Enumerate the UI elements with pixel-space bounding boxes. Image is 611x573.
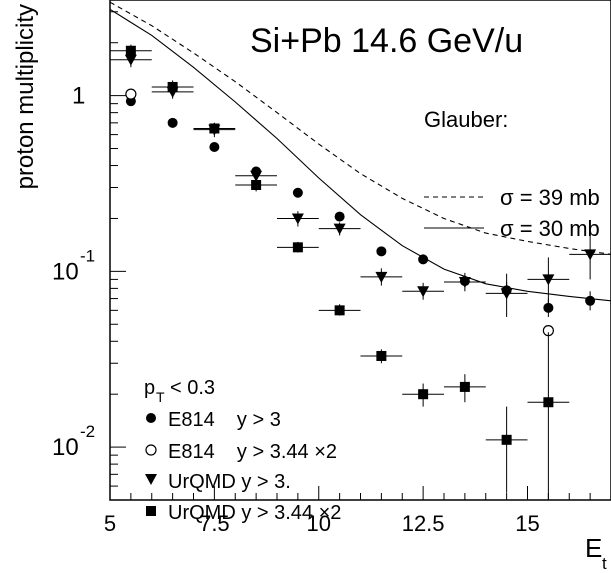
glauber-legend-entry-39mb: σ = 39 mb (500, 185, 600, 210)
filled-circle-point (418, 254, 429, 265)
filled-square-point (459, 381, 470, 392)
glauber-legend-entry-30mb: σ = 30 mb (500, 216, 600, 241)
filled-square-point (292, 242, 303, 253)
filled-triangle-down-point (375, 271, 388, 283)
filled-circle-point (376, 246, 387, 257)
glauber-curves (109, 1, 611, 302)
x-tick-label: 10 (307, 511, 331, 536)
y-tick-label: 10 (52, 258, 79, 285)
filled-triangle-down-point (417, 286, 430, 298)
filled-square-point (334, 305, 345, 316)
filled-triangle-down-point (333, 223, 346, 235)
y-tick-label: 1 (72, 83, 85, 110)
legend-label-urqmd-y3: UrQMD y > 3. (168, 471, 291, 493)
glauber-legend: Glauber: σ = 39 mb σ = 30 mb (424, 107, 600, 241)
pt-cut-subscript: T (156, 389, 165, 405)
filled-square-point (209, 123, 220, 134)
filled-square-point (501, 434, 512, 445)
legend-label-e814-y344: E814 y > 3.44 ×2 (168, 441, 337, 463)
y-tick-label: 10 (52, 434, 79, 461)
legend-marker-open-circle (145, 444, 157, 456)
glauber-legend-header: Glauber: (424, 107, 508, 132)
legend-marker-filled-square (146, 506, 156, 516)
x-tick-label: 15 (515, 511, 539, 536)
filled-triangle-down-point (458, 276, 471, 288)
filled-triangle-down-point (250, 170, 263, 182)
filled-square-point (418, 389, 429, 400)
open-circle-point (125, 88, 137, 100)
legend-marker-filled-circle (146, 413, 156, 423)
y-axis-label: proton multiplicity (12, 4, 39, 189)
legend-label-urqmd-y344: UrQMD y > 3.44 ×2 (168, 502, 341, 524)
filled-triangle-down-point (291, 213, 304, 225)
glauber-curve-30mb (109, 8, 611, 302)
legend-label-e814-y3: E814 y > 3 (168, 409, 281, 431)
x-axis-label: E (585, 533, 602, 563)
data-points (110, 44, 611, 500)
legend-marker-filled-triangle (145, 474, 157, 485)
data-legend: p T < 0.3 E814 y > 3 E814 y > 3.44 ×2 Ur… (144, 377, 341, 524)
filled-circle-point (334, 211, 345, 222)
filled-triangle-down-point (584, 249, 597, 261)
filled-square-point (376, 350, 387, 361)
x-tick-label: 7.5 (199, 511, 230, 536)
pt-cut-value: < 0.3 (170, 377, 215, 399)
y-tick-exponent: -2 (80, 422, 95, 441)
x-tick-label: 12.5 (402, 511, 445, 536)
filled-circle-point (543, 302, 554, 313)
x-tick-label: 5 (104, 511, 116, 536)
filled-triangle-down-point (542, 274, 555, 286)
filled-square-point (125, 45, 136, 56)
filled-triangle-down-point (124, 54, 137, 66)
filled-square-point (167, 81, 178, 92)
filled-triangle-down-point (500, 288, 513, 300)
filled-circle-point (167, 117, 178, 128)
pt-cut-label: p (144, 377, 155, 399)
filled-square-point (251, 180, 262, 191)
filled-circle-point (585, 295, 596, 306)
chart-title: Si+Pb 14.6 GeV/u (250, 22, 523, 60)
x-axis-label-subscript: t (602, 554, 607, 573)
filled-square-point (543, 397, 554, 408)
filled-circle-point (209, 142, 220, 153)
filled-circle-point (292, 187, 303, 198)
y-tick-exponent: -1 (80, 246, 95, 265)
